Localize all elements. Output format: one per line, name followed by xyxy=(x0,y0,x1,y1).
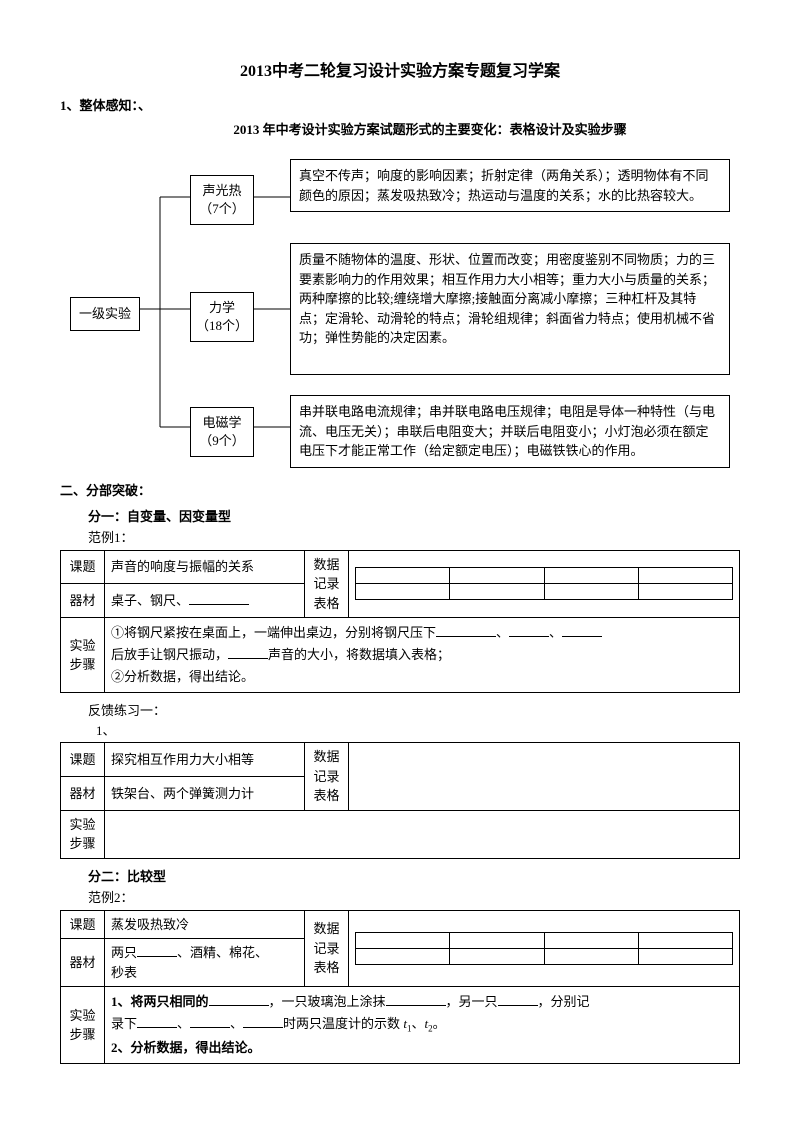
mini-grid xyxy=(355,567,733,600)
blank xyxy=(436,624,496,637)
blank xyxy=(137,944,177,957)
cat2-label-a: 力学 xyxy=(209,300,235,315)
cat2-label-b: （18个） xyxy=(196,318,248,333)
category-node-2: 力学 （18个） xyxy=(190,292,254,342)
category-node-3: 电磁学 （9个） xyxy=(190,407,254,457)
cell-data-grid xyxy=(349,550,740,618)
cell-steps xyxy=(105,810,740,858)
cell-data-grid xyxy=(349,910,740,987)
cell-topic: 声音的响度与振幅的关系 xyxy=(105,550,305,584)
example-2-table: 课题 蒸发吸热致冷 数据 记录 表格 器材 两只、酒精、棉花、 秒表 实验 步骤… xyxy=(60,910,740,1065)
feedback-1-label: 反馈练习一： xyxy=(88,701,740,721)
cell-topic-label: 课题 xyxy=(61,910,105,939)
cell-steps-label: 实验 步骤 xyxy=(61,810,105,858)
cell-data-label: 数据 记录 表格 xyxy=(305,910,349,987)
subtitle: 2013 年中考设计实验方案试题形式的主要变化：表格设计及实验步骤 xyxy=(120,120,740,140)
desc-node-2: 质量不随物体的温度、形状、位置而改变；用密度鉴别不同物质；力的三要素影响力的作用… xyxy=(290,243,730,375)
blank xyxy=(190,1015,230,1028)
cell-steps: 1、将两只相同的，一只玻璃泡上涂抹，另一只，分别记 录下、、时两只温度计的示数 … xyxy=(105,987,740,1064)
cell-equip-label: 器材 xyxy=(61,584,105,618)
cell-topic-label: 课题 xyxy=(61,743,105,777)
cat3-label-a: 电磁学 xyxy=(202,415,241,430)
blank xyxy=(509,624,549,637)
cat1-label-a: 声光热 xyxy=(202,183,241,198)
cell-topic: 探究相互作用力大小相等 xyxy=(105,743,305,777)
part-1-heading: 分一：自变量、因变量型 xyxy=(88,507,740,527)
blank xyxy=(498,993,538,1006)
cell-steps: ①将钢尺紧按在桌面上，一端伸出桌边，分别将钢尺压下、、 后放手让钢尺振动，声音的… xyxy=(105,618,740,693)
example-1-label: 范例1： xyxy=(88,528,740,548)
cell-steps-label: 实验 步骤 xyxy=(61,618,105,693)
example-2-label: 范例2： xyxy=(88,888,740,908)
cell-data-grid xyxy=(349,743,740,811)
desc-node-1: 真空不传声；响度的影响因素；折射定律（两角关系）；透明物体有不同颜色的原因；蒸发… xyxy=(290,159,730,212)
cell-steps-label: 实验 步骤 xyxy=(61,987,105,1064)
cell-equip-label: 器材 xyxy=(61,777,105,811)
blank xyxy=(137,1015,177,1028)
cell-topic: 蒸发吸热致冷 xyxy=(105,910,305,939)
blank xyxy=(386,993,446,1006)
desc-node-3: 串并联电路电流规律；串并联电路电压规律；电阻是导体一种特性（与电流、电压无关）；… xyxy=(290,395,730,468)
example-1-table: 课题 声音的响度与振幅的关系 数据 记录 表格 器材 桌子、钢尺、 实验 步骤 … xyxy=(60,550,740,694)
cat3-label-b: （9个） xyxy=(199,433,245,448)
cell-data-label: 数据 记录 表格 xyxy=(305,550,349,618)
cell-equip: 桌子、钢尺、 xyxy=(105,584,305,618)
cell-equip-label: 器材 xyxy=(61,939,105,987)
cell-topic-label: 课题 xyxy=(61,550,105,584)
section-2-heading: 二、分部突破： xyxy=(60,481,740,501)
feedback-1-table: 课题 探究相互作用力大小相等 数据 记录 表格 器材 铁架台、两个弹簧测力计 实… xyxy=(60,742,740,859)
blank xyxy=(189,592,249,605)
mini-grid xyxy=(355,932,733,965)
cat1-label-b: （7个） xyxy=(199,201,245,216)
tree-diagram: 一级实验 声光热 （7个） 力学 （18个） 电磁学 （9个） 真空不传声；响度… xyxy=(60,147,740,467)
blank xyxy=(562,624,602,637)
section-1-heading: 1、整体感知：、 xyxy=(60,96,740,116)
cell-data-label: 数据 记录 表格 xyxy=(305,743,349,811)
blank xyxy=(228,646,268,659)
cell-equip: 两只、酒精、棉花、 秒表 xyxy=(105,939,305,987)
blank xyxy=(209,993,269,1006)
feedback-1-number: 1、 xyxy=(96,721,740,741)
page-title: 2013中考二轮复习设计实验方案专题复习学案 xyxy=(60,60,740,84)
root-node: 一级实验 xyxy=(70,297,140,331)
cell-equip: 铁架台、两个弹簧测力计 xyxy=(105,777,305,811)
blank xyxy=(243,1015,283,1028)
part-2-heading: 分二：比较型 xyxy=(88,867,740,887)
category-node-1: 声光热 （7个） xyxy=(190,175,254,225)
